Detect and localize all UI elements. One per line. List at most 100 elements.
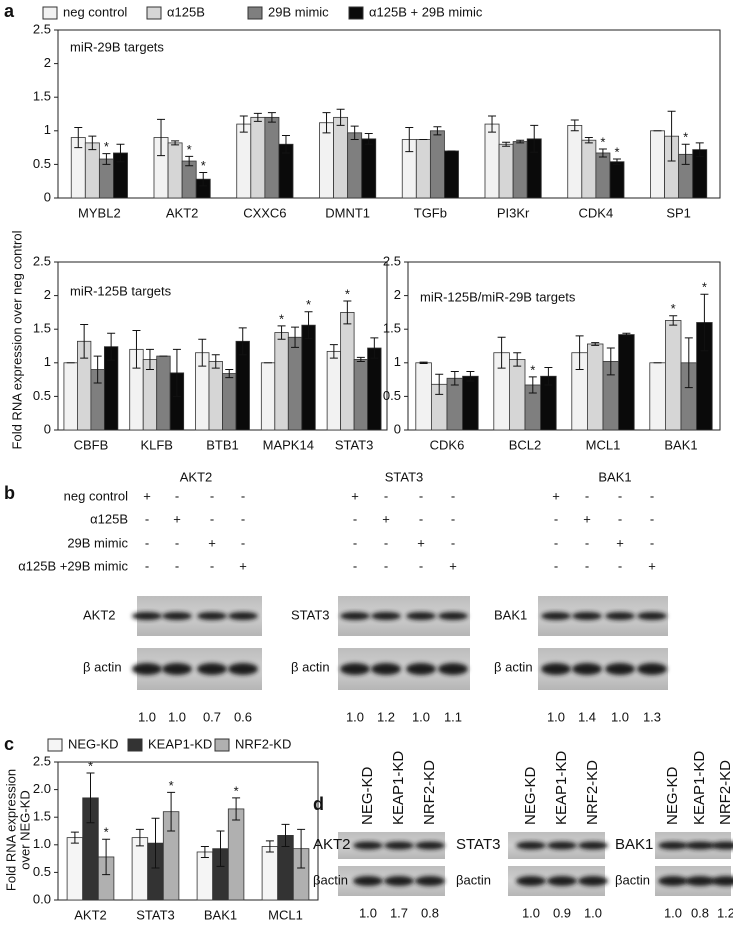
error-bar [80,323,89,359]
error-bar [216,830,225,867]
treatment-sign: - [419,558,423,573]
error-bar [297,828,306,869]
blot-band [547,876,577,886]
error-bar [356,356,365,362]
bar [347,132,363,199]
bar [581,139,597,199]
lane-label: NEG-KD [664,766,681,825]
y-axis-label: over NEG-KD [17,790,32,869]
error-bar [544,367,553,386]
legend-swatch [214,738,230,752]
bar [444,150,459,199]
quantification: 1.0 [346,709,364,724]
x-tick-label: KLFB [140,437,173,452]
treatment-sign: + [382,511,390,526]
blot-label: STAT3 [456,836,500,853]
quantification: 0.8 [691,905,709,920]
bar [222,373,237,431]
error-bar [74,126,83,149]
lane-label: NRF2-KD [717,760,733,825]
quantification: 1.2 [717,905,733,920]
treatment-sign: - [384,488,388,503]
error-bar [172,348,181,397]
x-tick-label: SP1 [666,205,691,220]
error-bar [102,153,111,165]
y-tick-label: 0.5 [33,156,51,171]
treatment-sign: + [583,511,591,526]
treatment-sign: - [618,488,622,503]
significance-marker: * [169,778,174,793]
treatment-sign: - [650,488,654,503]
error-bar [584,137,593,144]
error-bar [102,838,111,876]
blot-band [578,876,608,886]
error-bar [157,118,166,157]
bar [326,350,342,431]
blot-band [516,841,546,850]
error-bar [502,141,511,147]
y-tick-label: 0 [44,189,51,204]
blot-band [228,612,258,620]
quantification: 1.0 [522,905,540,920]
bar [609,161,625,199]
blot-band [605,663,635,675]
lane-label: NRF2-KD [421,760,438,825]
blot-band [340,663,370,675]
lane-label: KEAP1-KD [390,751,407,825]
condition-label: neg control [64,488,128,503]
error-bar [622,332,631,337]
y-tick-label: 1 [394,354,401,369]
y-tick-label: 1.5 [383,321,401,336]
blot-band [541,612,571,620]
error-bar [433,126,442,136]
treatment-sign: + [449,558,457,573]
error-bar [695,142,704,157]
x-tick-label: STAT3 [136,907,175,922]
y-tick-label: 1.5 [33,809,51,824]
error-bar [329,344,338,359]
treatment-sign: + [173,511,181,526]
x-tick-label: BAK1 [204,907,237,922]
error-bar [132,330,141,369]
treatment-sign: - [175,488,179,503]
error-bar [575,335,584,371]
legend-swatch [146,6,162,20]
treatment-sign: + [616,535,624,550]
y-tick-label: 0.5 [383,388,401,403]
legend-label: NEG-KD [68,736,119,751]
bar [361,138,377,199]
treatment-sign: - [210,558,214,573]
quantification: 1.4 [578,709,596,724]
bar [66,837,84,901]
y-axis-label: Fold RNA expression [3,769,18,891]
error-bar [304,311,313,340]
error-bar [516,139,525,144]
y-tick-label: 0.0 [33,891,51,906]
blot-band [547,841,577,850]
error-bar [488,115,497,133]
legend-label: 29B mimic [268,4,329,19]
blot-band [572,663,602,675]
legend-label: neg control [63,4,127,19]
bar [156,355,171,431]
treatment-sign: - [175,558,179,573]
x-tick-label: BAK1 [664,437,697,452]
treatment-sign: - [554,511,558,526]
legend-label: α125B [167,4,205,19]
blot-band [197,612,227,620]
error-bar [211,354,220,369]
y-tick-label: 2.5 [33,753,51,768]
legend-label: KEAP1-KD [148,736,212,751]
x-tick-label: CXXC6 [243,205,286,220]
bar [665,320,682,431]
legend-swatch [47,738,63,752]
error-bar [370,337,379,359]
bar [429,130,445,199]
error-bar [405,126,414,153]
y-tick-label: 2.5 [33,21,51,36]
error-bar [606,347,615,376]
treatment-sign: - [618,558,622,573]
treatment-sign: - [175,535,179,550]
lane-label: NEG-KD [522,766,539,825]
